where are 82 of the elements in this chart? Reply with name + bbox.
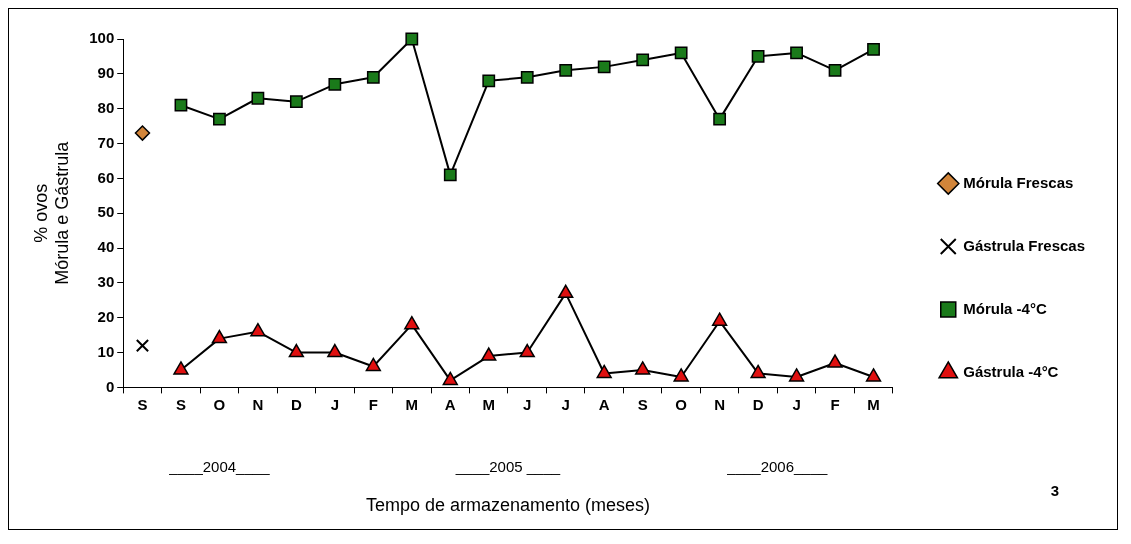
point bbox=[328, 77, 342, 91]
y-tick-label: 90 bbox=[97, 63, 115, 81]
y-tick-label: 20 bbox=[97, 307, 115, 325]
point bbox=[790, 46, 803, 60]
legend-label: Mórula Frescas bbox=[963, 173, 1074, 191]
point bbox=[674, 46, 688, 60]
point bbox=[250, 322, 266, 337]
text: ____2005 ____ bbox=[454, 457, 561, 475]
point bbox=[134, 125, 151, 141]
point bbox=[867, 43, 880, 56]
x-tick-label: A bbox=[444, 395, 456, 413]
point bbox=[289, 95, 303, 109]
legend-label: Gástrula Frescas bbox=[963, 236, 1086, 254]
point bbox=[520, 70, 534, 84]
point bbox=[751, 50, 765, 63]
y-tick-label: 50 bbox=[97, 203, 115, 221]
x-tick-label: M bbox=[405, 395, 419, 413]
x-tick-label: M bbox=[482, 395, 496, 413]
x-tick-label: N bbox=[252, 395, 264, 413]
x-tick-label: O bbox=[213, 395, 226, 413]
point bbox=[442, 371, 458, 386]
point bbox=[135, 338, 150, 353]
point bbox=[865, 368, 882, 382]
point bbox=[211, 329, 228, 344]
point bbox=[673, 368, 689, 382]
y-axis-title: % ovos Mórula e Gástrula bbox=[30, 140, 73, 285]
point bbox=[597, 60, 611, 74]
x-tick-label: J bbox=[561, 395, 570, 413]
x-tick-label: N bbox=[714, 395, 726, 413]
y-tick-label: 0 bbox=[105, 377, 115, 395]
point bbox=[636, 53, 650, 67]
point bbox=[596, 364, 612, 379]
x-tick-label: D bbox=[290, 395, 302, 413]
y-tick-label: 40 bbox=[97, 238, 115, 256]
legend-label: Gástrula -4°C bbox=[963, 362, 1059, 380]
figure-frame: Tempo de armazenamento (meses) % ovos Mórula e Gástrula Mórula Frescas Gástrula Frescas Mórula -4°C Gástrula -4°C S S O N D J F M A M J J A S O N D J F M 0 10 20 30 40 50 60 70 80 90 100 ____2004____ ____2005 ____ ____2006____ 3 bbox=[8, 8, 1118, 530]
point bbox=[327, 343, 343, 358]
point bbox=[559, 63, 573, 77]
x-tick-label: S bbox=[137, 395, 148, 413]
point bbox=[713, 112, 727, 126]
x-axis-title: Tempo de armazenamento (meses) bbox=[365, 495, 651, 516]
x-tick-label: M bbox=[867, 395, 880, 413]
point bbox=[173, 361, 189, 375]
point bbox=[174, 98, 188, 112]
text: ____2006____ bbox=[726, 457, 829, 475]
x-tick-label: S bbox=[175, 395, 186, 413]
y-tick-label: 60 bbox=[97, 168, 115, 186]
y-tick-label: 70 bbox=[97, 133, 115, 151]
x-tick-label: J bbox=[330, 395, 340, 413]
point bbox=[251, 91, 265, 105]
point bbox=[404, 315, 420, 330]
point bbox=[558, 284, 574, 299]
x-tick-label: F bbox=[830, 395, 840, 413]
point bbox=[711, 312, 728, 326]
legend-label: Mórula -4°C bbox=[963, 299, 1047, 317]
point bbox=[288, 343, 305, 358]
point bbox=[443, 168, 457, 182]
y-tick-label: 80 bbox=[97, 98, 115, 116]
point bbox=[788, 368, 805, 382]
point bbox=[750, 364, 766, 379]
point bbox=[827, 354, 843, 368]
point bbox=[365, 357, 382, 372]
point bbox=[634, 361, 651, 375]
point bbox=[482, 74, 496, 88]
text: ____2004____ bbox=[168, 457, 271, 475]
point bbox=[366, 70, 380, 84]
x-tick-label: J bbox=[792, 395, 801, 413]
x-tick-label: J bbox=[523, 395, 532, 413]
x-tick-label: A bbox=[598, 395, 610, 413]
point bbox=[481, 347, 497, 361]
text: 3 bbox=[1050, 482, 1060, 500]
y-tick-label: 100 bbox=[89, 29, 115, 47]
y-tick-label: 30 bbox=[97, 273, 115, 291]
x-tick-label: O bbox=[675, 395, 688, 413]
x-tick-label: D bbox=[752, 395, 764, 413]
point bbox=[519, 343, 535, 358]
x-tick-label: S bbox=[637, 395, 648, 413]
point bbox=[405, 32, 419, 46]
y-tick-label: 10 bbox=[97, 342, 115, 360]
point bbox=[828, 63, 842, 77]
x-tick-label: F bbox=[368, 395, 378, 413]
point bbox=[213, 112, 226, 126]
